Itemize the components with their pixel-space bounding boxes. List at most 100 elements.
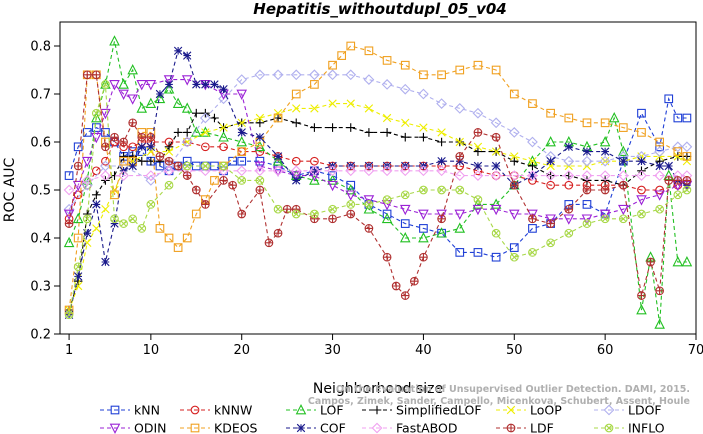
data-point: [91, 108, 101, 118]
watermark-authors: Campos, Zimek, Sander, Campello, Micenko…: [308, 396, 690, 407]
data-point: [437, 157, 446, 166]
data-point: [254, 161, 266, 173]
data-point: [273, 228, 283, 238]
data-point: [72, 212, 84, 224]
data-point: [118, 170, 129, 181]
data-point: [654, 170, 666, 181]
data-point: [418, 88, 429, 100]
data-point: [154, 92, 166, 104]
data-point: [563, 170, 575, 181]
data-point: [473, 161, 483, 171]
legend-label: ODIN: [134, 421, 167, 434]
data-point: [237, 147, 247, 156]
data-point: [454, 222, 466, 233]
data-point: [137, 156, 147, 166]
data-point: [681, 141, 693, 153]
data-point: [454, 103, 466, 114]
data-point: [309, 69, 320, 81]
data-point: [454, 209, 466, 221]
data-point: [682, 181, 692, 190]
data-point: [381, 200, 393, 211]
data-point: [364, 104, 374, 113]
data-point: [254, 165, 266, 177]
y-axis-title: ROC AUC: [2, 157, 18, 222]
data-point: [345, 183, 357, 195]
data-point: [346, 123, 356, 132]
data-point: [146, 142, 156, 151]
data-point: [582, 147, 592, 156]
data-point: [101, 205, 110, 214]
data-point: [473, 142, 483, 151]
data-point: [563, 214, 575, 225]
data-point: [545, 135, 556, 147]
data-point: [528, 171, 537, 180]
data-point: [491, 228, 501, 238]
legend-marker: [110, 405, 120, 415]
data-point: [181, 75, 193, 86]
data-point: [419, 132, 428, 142]
data-point: [381, 212, 393, 224]
data-point: [291, 156, 301, 166]
data-point: [255, 133, 265, 142]
legend-marker: [371, 422, 383, 434]
data-point: [363, 165, 375, 177]
data-point: [581, 170, 593, 181]
series-line-odin: [68, 79, 687, 220]
data-point: [328, 214, 337, 224]
data-point: [455, 185, 465, 195]
x-tick-label: 30: [324, 343, 341, 358]
data-point: [599, 170, 611, 181]
data-point: [618, 214, 628, 224]
data-point: [310, 156, 319, 166]
data-point: [527, 209, 538, 221]
data-point: [146, 132, 156, 142]
series-line-knn: [68, 97, 687, 258]
data-point: [527, 136, 538, 148]
data-point: [473, 248, 483, 257]
legend-item-ldof: LDOF: [594, 403, 662, 418]
data-point: [164, 147, 174, 156]
data-point: [346, 99, 355, 108]
data-point: [528, 248, 537, 257]
data-point: [64, 310, 74, 320]
data-point: [527, 170, 538, 181]
data-point: [164, 142, 174, 152]
data-point: [201, 161, 210, 171]
data-point: [182, 161, 192, 171]
data-point: [110, 132, 119, 142]
data-point: [455, 248, 465, 257]
watermark-citation-line1: On the Evaluation of Unsupervised Outlie…: [336, 384, 690, 395]
series-inflo: [64, 80, 692, 320]
data-point: [564, 142, 573, 151]
data-point: [173, 243, 183, 252]
data-point: [346, 180, 356, 190]
data-point: [655, 137, 665, 147]
data-point: [310, 80, 319, 89]
data-point: [363, 203, 375, 214]
data-point: [437, 214, 446, 224]
series-line-inflo: [68, 84, 688, 315]
data-point: [636, 303, 647, 315]
data-point: [145, 170, 157, 181]
data-point: [64, 171, 74, 180]
data-point: [291, 118, 301, 128]
x-tick-label: 1: [65, 343, 73, 358]
data-point: [210, 113, 219, 123]
data-point: [128, 142, 138, 152]
data-point: [328, 123, 337, 132]
series-line-kdeos: [68, 45, 688, 311]
data-point: [654, 190, 665, 201]
legend-marker: [604, 423, 614, 433]
data-point: [363, 74, 375, 85]
legend-marker: [190, 423, 200, 433]
data-point: [546, 238, 555, 248]
data-point: [272, 69, 284, 81]
data-point: [182, 171, 192, 180]
data-point: [164, 233, 174, 243]
data-point: [310, 104, 319, 113]
data-point: [237, 128, 246, 137]
data-point: [163, 83, 175, 94]
data-point: [337, 51, 347, 60]
data-point: [546, 157, 555, 166]
